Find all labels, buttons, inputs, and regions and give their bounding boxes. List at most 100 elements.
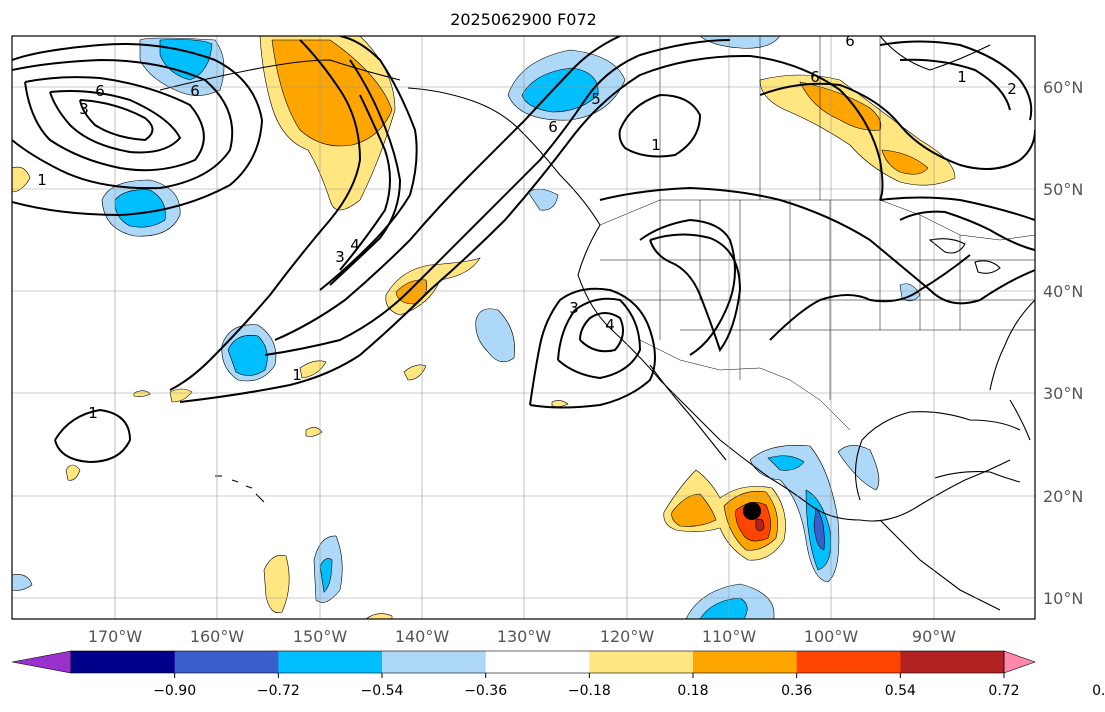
- lon-label: 90°W: [912, 627, 956, 646]
- plot-area: 6 3 1 6 4 3 5 6 1 3 4 1 1 6 2 6 1: [12, 32, 1035, 619]
- colorbar-tick-label: −0.90: [153, 683, 196, 699]
- lat-label: 10°N: [1043, 589, 1083, 608]
- contour-line: [529, 287, 656, 409]
- contour-line: [769, 254, 971, 341]
- lon-label: 150°W: [293, 627, 348, 646]
- colorbar-segment: [693, 651, 798, 673]
- coastlines: [159, 36, 1035, 611]
- positive-anomaly-blob: [263, 555, 290, 613]
- lon-label: 160°W: [190, 627, 245, 646]
- lon-label: 100°W: [804, 627, 859, 646]
- contour-line: [579, 312, 625, 353]
- lon-label: 140°W: [395, 627, 450, 646]
- positive-anomaly-blob: [12, 166, 31, 193]
- positive-anomaly-blob: [299, 360, 327, 379]
- baja-coast: [649, 364, 727, 461]
- negative-anomaly-blob: [837, 445, 880, 491]
- negative-anomaly-core: [767, 455, 805, 471]
- contour-line: [329, 59, 402, 286]
- positive-anomaly-mid: [881, 149, 929, 175]
- cuba-coast: [934, 471, 1021, 483]
- alaska-coast: [159, 59, 401, 91]
- contour-label: 6: [548, 118, 558, 136]
- contour-label: 6: [845, 32, 855, 50]
- contour-label: 1: [957, 68, 967, 86]
- lat-label: 50°N: [1043, 180, 1083, 199]
- contour-line: [319, 36, 418, 291]
- negative-anomaly-blob: [475, 308, 515, 363]
- positive-anomaly-blob: [133, 390, 151, 397]
- lat-label: 40°N: [1043, 282, 1083, 301]
- colorbar-tick-label: −0.18: [568, 683, 611, 699]
- colorbar-extend-high: [1003, 650, 1036, 674]
- lon-label: 110°W: [702, 627, 757, 646]
- plot-frame: [11, 35, 1036, 620]
- contour-line: [274, 36, 621, 341]
- contour-label: 6: [190, 82, 200, 100]
- us-mexico-border: [639, 339, 851, 431]
- shaded-anomalies: [12, 36, 956, 619]
- lat-label: 30°N: [1043, 384, 1083, 403]
- contour-line: [12, 43, 264, 217]
- colorbar-segment: [485, 651, 590, 673]
- contour-line: [557, 297, 642, 380]
- positive-anomaly-blob: [305, 427, 323, 437]
- negative-anomaly-core: [521, 67, 599, 113]
- colorbar: −0.90 −0.72 −0.54 −0.36 −0.18 0.18 0.36 0.54 0.7…: [11, 650, 1105, 699]
- contour-label: 1: [37, 171, 47, 189]
- negative-anomaly-blob: [12, 574, 33, 591]
- contour-label: 3: [335, 248, 345, 266]
- colorbar-tick-label: 0.72: [988, 683, 1019, 699]
- contour-label: 3: [569, 299, 579, 317]
- negative-anomaly-deep: [813, 507, 825, 551]
- negative-anomaly-core: [227, 335, 268, 376]
- colorbar-segment: [278, 651, 383, 673]
- contour-line: [759, 82, 1035, 170]
- contour-label: 2: [1007, 80, 1017, 98]
- positive-anomaly-mid: [671, 493, 717, 527]
- contour-line: [899, 210, 1035, 251]
- contour-line: [12, 58, 234, 190]
- negative-anomaly-blob: [527, 188, 559, 211]
- contour-label: 6: [810, 68, 820, 86]
- hawaii-islands: [215, 475, 265, 503]
- contour-labels: 6 3 1 6 4 3 5 6 1 3 4 1 1 6 2 6 1: [37, 32, 1017, 422]
- contour-line: [179, 54, 884, 403]
- contour-line: [879, 196, 1035, 221]
- lon-label: 120°W: [600, 627, 655, 646]
- colorbar-tick-label: 0.36: [781, 683, 812, 699]
- contour-line: [618, 93, 702, 158]
- positive-anomaly-blob: [403, 364, 427, 381]
- north-america-coast: [407, 87, 1011, 522]
- colorbar-segment: [796, 651, 901, 673]
- contour-label: 1: [651, 136, 661, 154]
- colorbar-tick-label: 0.90: [1092, 683, 1105, 699]
- contour-label: 1: [88, 404, 98, 422]
- colorbar-segment: [589, 651, 694, 673]
- positive-anomaly-blob: [169, 388, 193, 403]
- lon-label: 170°W: [88, 627, 143, 646]
- contour-label: 3: [79, 100, 89, 118]
- lat-label: 60°N: [1043, 78, 1083, 97]
- contour-line: [49, 90, 182, 154]
- colorbar-tick-label: −0.36: [464, 683, 507, 699]
- colorbar-segment: [71, 651, 176, 673]
- contour-label: 1: [292, 366, 302, 384]
- gulf-of-mexico-coast: [854, 411, 1021, 501]
- colorbar-tick-label: −0.72: [257, 683, 300, 699]
- contour-line: [649, 233, 742, 353]
- lat-label: 20°N: [1043, 487, 1083, 506]
- colorbar-extend-low: [11, 650, 72, 674]
- negative-anomaly-core: [114, 189, 166, 228]
- colorbar-tick-label: 0.18: [677, 683, 708, 699]
- contour-label: 6: [95, 82, 105, 100]
- contour-label: 5: [591, 90, 601, 108]
- colorbar-outline: [70, 650, 1005, 674]
- positive-anomaly-deep: [755, 518, 765, 532]
- storm-center-marker: [743, 502, 761, 520]
- lon-label: 130°W: [497, 627, 552, 646]
- contour-line: [879, 40, 1033, 121]
- colorbar-segment: [900, 651, 1005, 673]
- colorbar-segment: [174, 651, 279, 673]
